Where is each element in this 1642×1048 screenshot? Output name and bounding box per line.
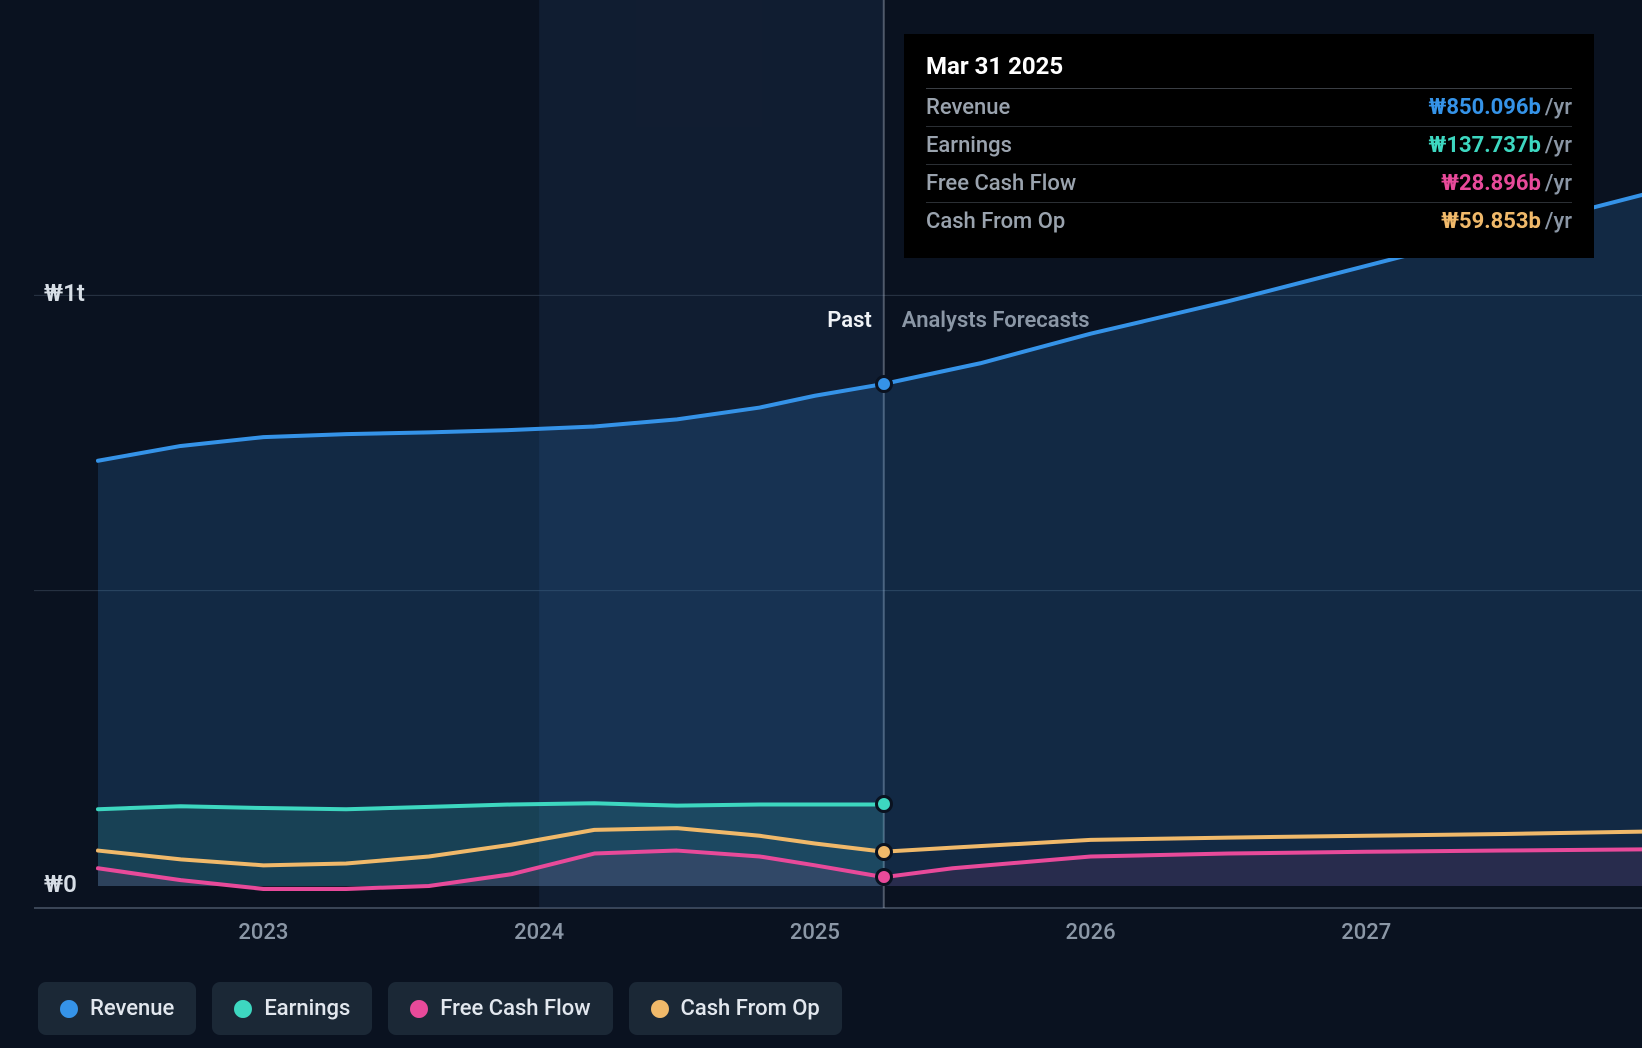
series-marker-fcf [875, 868, 893, 886]
legend-item-cfo[interactable]: Cash From Op [629, 982, 842, 1035]
tooltip-row: Revenue ₩850.096b/yr [926, 88, 1572, 126]
legend-item-earnings[interactable]: Earnings [212, 982, 372, 1035]
legend-item-fcf[interactable]: Free Cash Flow [388, 982, 612, 1035]
legend-item-label: Cash From Op [681, 996, 820, 1021]
tooltip-row: Earnings ₩137.737b/yr [926, 126, 1572, 164]
forecast-region-label: Analysts Forecasts [902, 308, 1090, 333]
legend-item-revenue[interactable]: Revenue [38, 982, 196, 1035]
financial-trend-chart: ₩0 ₩1t 2023 2024 2025 2026 2027 Past Analysts… [0, 0, 1642, 1048]
tooltip-row-value: ₩28.896b [1441, 171, 1541, 196]
tooltip-row-value: ₩137.737b [1429, 133, 1541, 158]
tooltip-row: Free Cash Flow ₩28.896b/yr [926, 164, 1572, 202]
legend-dot-icon [234, 1000, 252, 1018]
chart-legend: Revenue Earnings Free Cash Flow Cash From O… [38, 982, 842, 1035]
hover-tooltip: Mar 31 2025 Revenue ₩850.096b/yr Earnings ₩… [904, 34, 1594, 258]
x-tick-label: 2026 [1066, 920, 1116, 945]
legend-item-label: Earnings [264, 996, 350, 1021]
series-marker-revenue [875, 375, 893, 393]
tooltip-row-value: ₩59.853b [1441, 209, 1541, 234]
legend-dot-icon [410, 1000, 428, 1018]
tooltip-row: Cash From Op ₩59.853b/yr [926, 202, 1572, 240]
y-tick-label: ₩0 [44, 870, 77, 898]
tooltip-row-label: Cash From Op [926, 209, 1065, 234]
legend-dot-icon [60, 1000, 78, 1018]
past-region-label: Past [827, 308, 872, 333]
tooltip-row-unit: /yr [1545, 171, 1572, 196]
x-tick-label: 2024 [514, 920, 564, 945]
tooltip-row-unit: /yr [1545, 209, 1572, 234]
tooltip-row-unit: /yr [1545, 95, 1572, 120]
legend-dot-icon [651, 1000, 669, 1018]
tooltip-row-label: Free Cash Flow [926, 171, 1076, 196]
tooltip-date: Mar 31 2025 [926, 52, 1572, 80]
tooltip-row-label: Earnings [926, 133, 1012, 158]
tooltip-row-unit: /yr [1545, 133, 1572, 158]
y-tick-label: ₩1t [44, 279, 85, 307]
series-marker-cfo [875, 843, 893, 861]
series-marker-earnings [875, 795, 893, 813]
x-tick-label: 2025 [790, 920, 840, 945]
legend-item-label: Free Cash Flow [440, 996, 590, 1021]
tooltip-row-value: ₩850.096b [1429, 95, 1541, 120]
tooltip-row-label: Revenue [926, 95, 1010, 120]
legend-item-label: Revenue [90, 996, 174, 1021]
x-tick-label: 2023 [238, 920, 288, 945]
x-tick-label: 2027 [1341, 920, 1391, 945]
